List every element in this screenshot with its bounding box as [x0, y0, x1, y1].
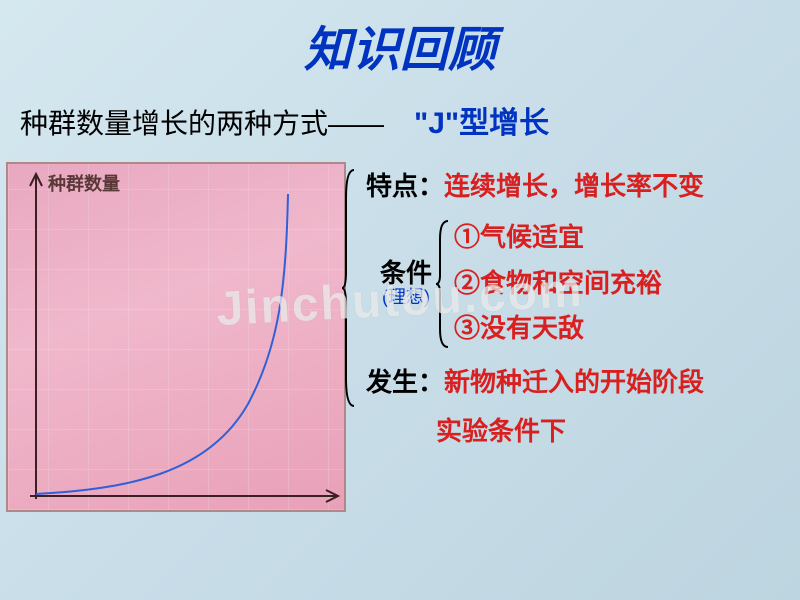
- features-value: 连续增长，增长率不变: [444, 162, 704, 211]
- condition-item: ③没有天敌: [454, 306, 662, 352]
- conditions-list: ①气候适宜 ②食物和空间充裕 ③没有天敌: [454, 215, 662, 352]
- features-label: 特点: [366, 162, 418, 211]
- occur-row: 发生：新物种迁入的开始阶段: [366, 358, 800, 407]
- growth-chart: 种群数量: [6, 162, 346, 512]
- j-type-label: "J"型增长: [414, 98, 549, 142]
- page-title: 知识回顾: [0, 0, 800, 80]
- j-curve: [36, 194, 288, 494]
- info-panel: 特点：连续增长，增长率不变 条件 (理想) ①气候适宜 ②食物和空间充裕 ③没有…: [346, 162, 800, 512]
- subtitle-row: 种群数量增长的两种方式—— "J"型增长: [0, 98, 800, 142]
- colon: ：: [418, 162, 444, 211]
- main-bracket-icon: [342, 168, 356, 408]
- conditions-label-group: 条件 (理想): [380, 259, 432, 307]
- condition-item: ①气候适宜: [454, 215, 662, 261]
- conditions-bracket-icon: [436, 219, 450, 349]
- conditions-block: 条件 (理想) ①气候适宜 ②食物和空间充裕 ③没有天敌: [380, 215, 800, 352]
- chart-svg: [8, 164, 348, 514]
- conditions-sub: (理想): [382, 288, 430, 308]
- subtitle-text: 种群数量增长的两种方式——: [20, 102, 384, 142]
- occur-line2: 实验条件下: [436, 407, 800, 456]
- conditions-label: 条件: [380, 259, 432, 288]
- features-row: 特点：连续增长，增长率不变: [366, 162, 800, 211]
- occur-label: 发生: [366, 358, 418, 407]
- colon: ：: [418, 358, 444, 407]
- y-axis-label: 种群数量: [48, 170, 120, 196]
- condition-item: ②食物和空间充裕: [454, 261, 662, 307]
- occur-line1: 新物种迁入的开始阶段: [444, 358, 704, 407]
- content-row: 种群数量 特点：连续增长，增长率不变 条件 (理想) ①气候适宜: [0, 162, 800, 512]
